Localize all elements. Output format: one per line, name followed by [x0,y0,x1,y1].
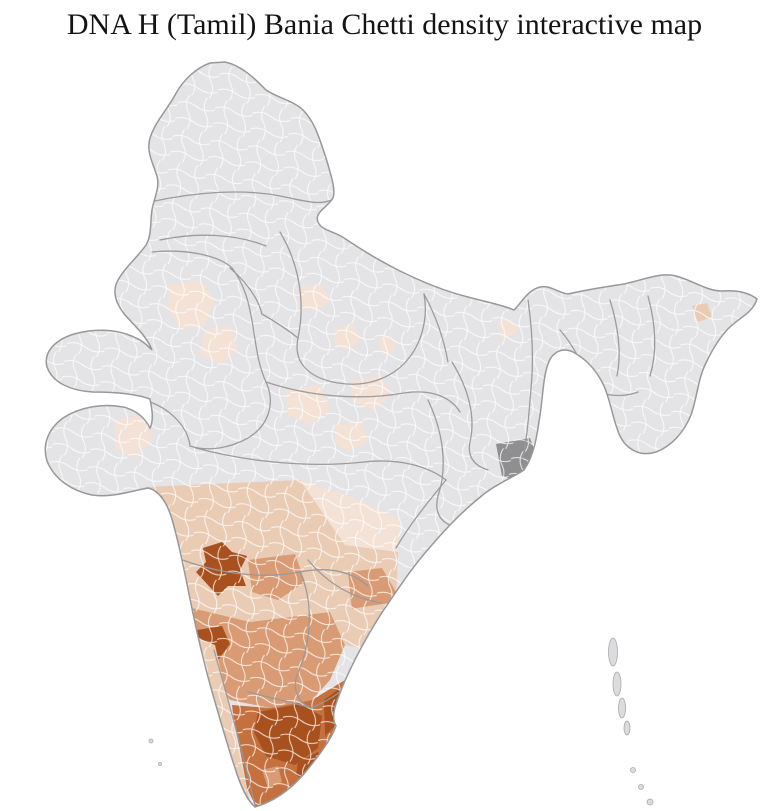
nicobar-island[interactable] [646,798,654,806]
page-title: DNA H (Tamil) Bania Chetti density inter… [66,8,703,41]
nicobar-island[interactable] [630,767,636,773]
andaman-island[interactable] [612,671,622,697]
nicobar-island[interactable] [638,784,644,790]
district-boundaries-overlay [45,62,757,807]
islands-group [148,637,654,806]
andaman-island[interactable] [618,697,626,719]
state-borders [149,191,656,807]
andaman-island[interactable] [623,720,631,736]
lakshadweep-island[interactable] [148,738,154,744]
andaman-island[interactable] [608,637,618,667]
lakshadweep-island[interactable] [158,762,162,766]
